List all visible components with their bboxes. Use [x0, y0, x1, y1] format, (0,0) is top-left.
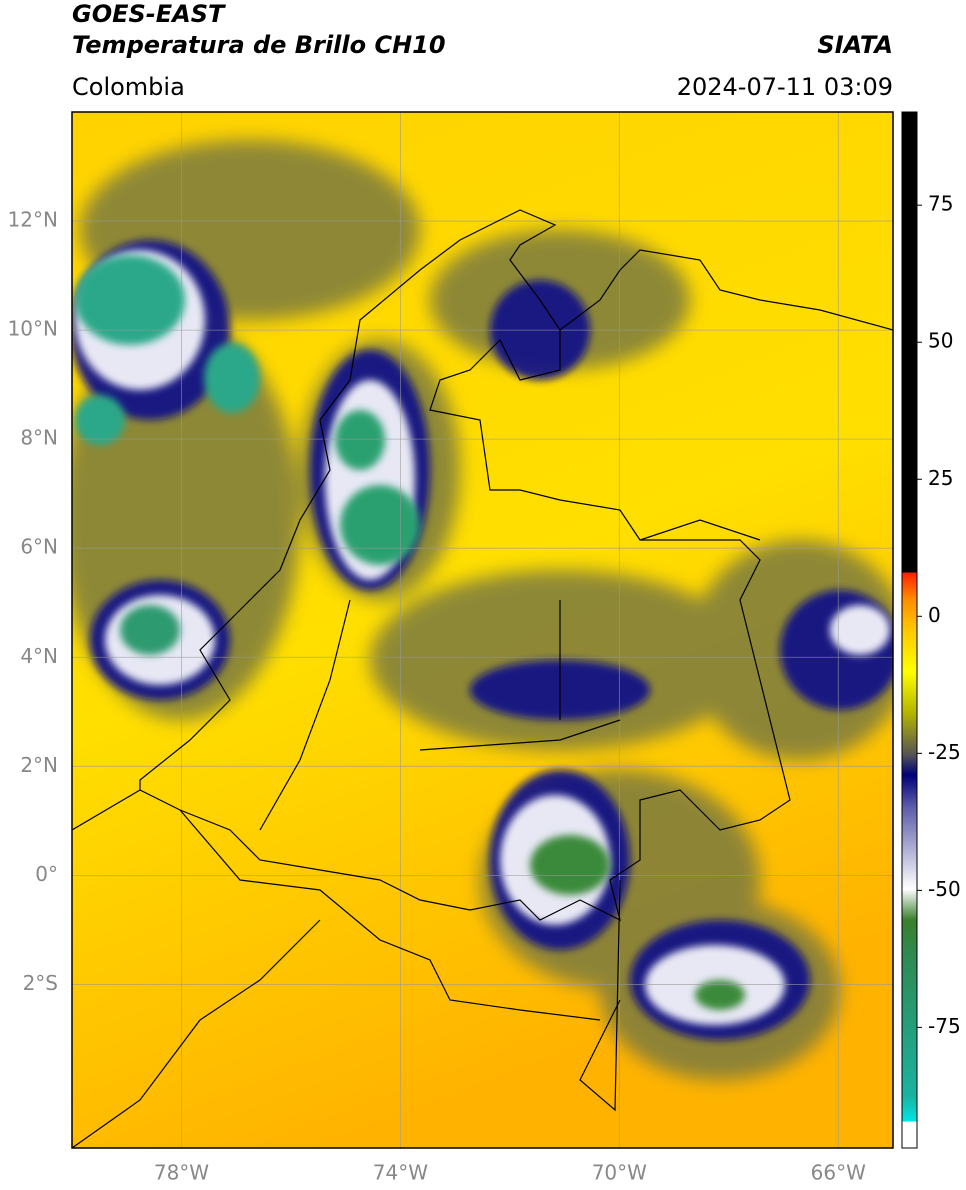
map-frame — [71, 111, 894, 1149]
colorbar-label: -25 — [928, 740, 961, 764]
lat-label: 12°N — [8, 208, 58, 232]
colorbar-label: 75 — [928, 192, 953, 216]
lon-label: 70°W — [592, 1161, 647, 1185]
region: Colombia — [72, 73, 185, 101]
colorbar-label: 50 — [928, 329, 953, 353]
lon-label: 66°W — [811, 1161, 866, 1185]
colorbar-label: -50 — [928, 877, 961, 901]
datetime: 2024-07-11 03:09 — [677, 73, 893, 101]
lat-label: 2°S — [23, 971, 58, 995]
lat-label: 4°N — [20, 644, 58, 668]
colorbar — [901, 111, 918, 1149]
lat-label: 6°N — [20, 535, 58, 559]
satellite-image — [72, 112, 893, 1148]
lat-label: 0° — [35, 862, 58, 886]
colorbar-label: 25 — [928, 466, 953, 490]
colorbar-label: 0 — [928, 603, 941, 627]
source: SIATA — [817, 31, 893, 59]
lat-label: 2°N — [20, 753, 58, 777]
colorbar-label: -75 — [928, 1014, 961, 1038]
borders — [72, 209, 893, 1148]
lon-label: 74°W — [373, 1161, 428, 1185]
subtitle: Temperatura de Brillo CH10 — [72, 31, 446, 59]
graticule — [72, 112, 893, 1148]
lon-label: 78°W — [154, 1161, 209, 1185]
lat-label: 10°N — [8, 317, 58, 341]
lat-label: 8°N — [20, 426, 58, 450]
title: GOES-EAST — [72, 0, 226, 28]
